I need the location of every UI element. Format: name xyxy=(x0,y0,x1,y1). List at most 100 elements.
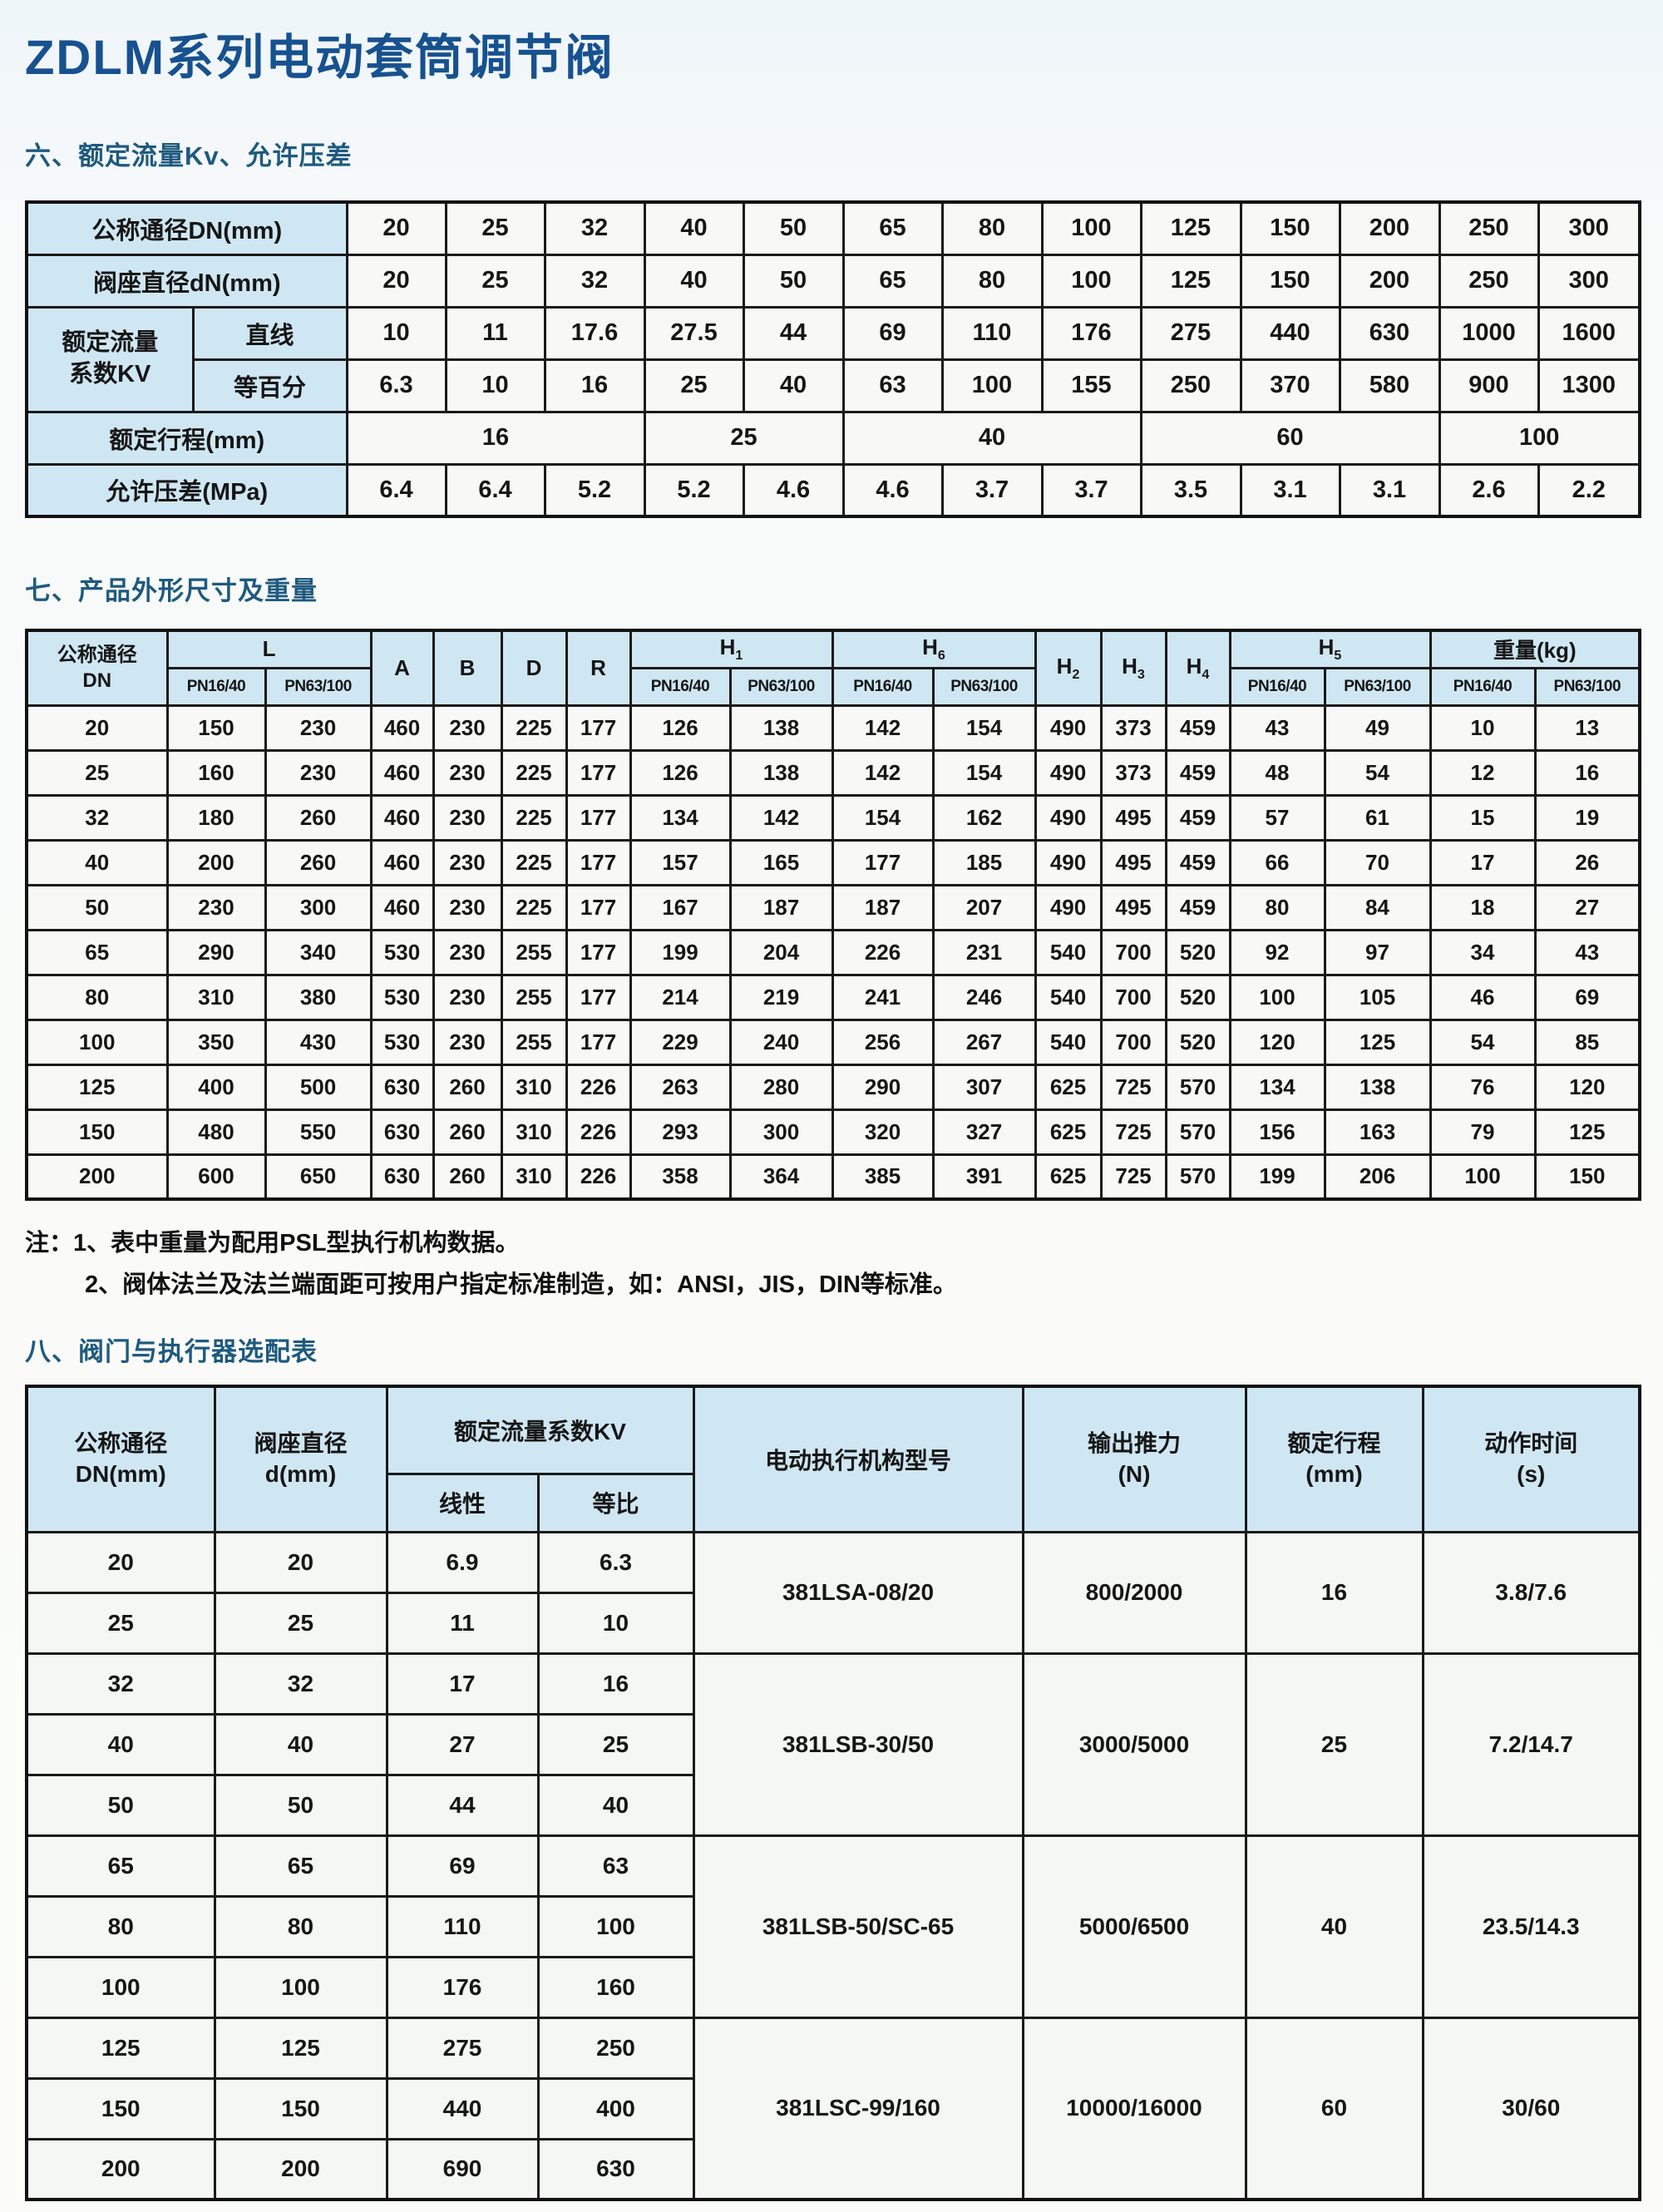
seat-cell: 200 xyxy=(1338,253,1441,309)
sel-cell: 16 xyxy=(536,1652,695,1716)
dim-cell: 49 xyxy=(1323,704,1432,752)
dn-cell: 50 xyxy=(25,883,169,931)
col-model: 电动执行机构型号 xyxy=(692,1385,1024,1533)
dim-cell: 630 xyxy=(369,1153,435,1201)
dim-cell: 177 xyxy=(831,838,935,886)
table-row: 25 160 230 460 230 225 177 126 138 142 154 490 373 45… xyxy=(25,748,1641,797)
kv-linear-cell: 17.6 xyxy=(543,305,646,361)
dim-cell: 10 xyxy=(1429,704,1537,752)
dimensions-table: 公称通径 DN L A B D R H1 H6 H2 H3 H4 H5 重量(kg) PN16/40 PN6… xyxy=(25,629,1642,1201)
dim-cell: 460 xyxy=(369,883,435,931)
dim-cell: 364 xyxy=(728,1153,834,1201)
col-L: L xyxy=(165,629,373,669)
dim-cell: 154 xyxy=(931,704,1037,752)
dim-cell: 255 xyxy=(500,973,568,1021)
kv-linear-cell: 110 xyxy=(940,305,1044,361)
thrust-cell: 3000/5000 xyxy=(1021,1652,1247,1837)
seat-cell: 40 xyxy=(643,253,745,309)
dim-cell: 157 xyxy=(629,838,732,886)
dim-cell: 167 xyxy=(629,883,732,931)
dim-cell: 230 xyxy=(432,883,503,931)
dim-cell: 625 xyxy=(1034,1108,1103,1156)
col-H4: H4 xyxy=(1164,629,1231,707)
dim-cell: 48 xyxy=(1228,748,1326,797)
col-seat: 阀座直径 d(mm) xyxy=(213,1385,388,1533)
sel-cell: 400 xyxy=(536,2076,695,2140)
sel-cell: 11 xyxy=(385,1591,540,1655)
dim-cell: 570 xyxy=(1164,1108,1231,1156)
dim-cell: 267 xyxy=(931,1018,1037,1066)
table-row: 等百分 6.3 10 16 25 40 63 100 155 250 370 580 900 1300 xyxy=(27,358,1641,413)
dim-cell: 300 xyxy=(264,883,373,931)
dim-cell: 177 xyxy=(565,838,632,886)
sel-cell: 40 xyxy=(536,1773,695,1837)
col-eq: 等比 xyxy=(536,1472,695,1533)
dim-cell: 105 xyxy=(1323,973,1432,1021)
dim-cell: 177 xyxy=(565,928,632,976)
note-2: 2、阀体法兰及法兰端面距可按用户指定标准制造，如：ANSI，JIS，DIN等标准… xyxy=(85,1271,957,1298)
dim-cell: 500 xyxy=(264,1063,373,1111)
sel-cell: 44 xyxy=(385,1773,540,1837)
dim-cell: 255 xyxy=(500,1018,568,1066)
time-cell: 23.5/14.3 xyxy=(1421,1834,1641,2019)
sel-cell: 32 xyxy=(213,1652,388,1716)
dim-cell: 126 xyxy=(629,704,732,752)
dp-cell: 5.2 xyxy=(643,462,745,518)
dim-cell: 225 xyxy=(500,838,568,886)
dn-cell: 125 xyxy=(25,1063,169,1111)
dim-cell: 138 xyxy=(728,704,834,752)
dim-cell: 165 xyxy=(728,838,834,886)
col-kv: 额定流量系数KV xyxy=(385,1385,695,1475)
dim-cell: 459 xyxy=(1164,704,1231,752)
kv-eqpct-cell: 370 xyxy=(1239,358,1341,413)
dim-cell: 327 xyxy=(931,1108,1037,1156)
dim-cell: 241 xyxy=(831,973,935,1021)
row-label-dp: 允许压差(MPa) xyxy=(25,462,348,518)
dim-cell: 177 xyxy=(565,793,632,842)
kv-linear-cell: 630 xyxy=(1338,305,1441,361)
seat-cell: 32 xyxy=(543,253,646,309)
dp-cell: 3.7 xyxy=(1040,462,1142,518)
col-dn: 公称通径 DN(mm) xyxy=(25,1385,216,1533)
dn-cell: 200 xyxy=(25,1153,169,1201)
seat-cell: 100 xyxy=(1040,253,1142,309)
seat-cell: 250 xyxy=(1438,253,1540,309)
dim-cell: 229 xyxy=(629,1018,732,1066)
dim-cell: 17 xyxy=(1429,838,1537,886)
dim-cell: 550 xyxy=(264,1108,373,1156)
dim-cell: 540 xyxy=(1034,1018,1103,1066)
dim-cell: 340 xyxy=(264,928,373,976)
row-label-linear: 直线 xyxy=(191,305,348,361)
kv-linear-cell: 11 xyxy=(444,305,546,361)
dim-cell: 400 xyxy=(165,1063,267,1111)
sel-cell: 25 xyxy=(536,1712,695,1776)
col-B: B xyxy=(432,629,503,707)
sel-cell: 630 xyxy=(536,2137,695,2201)
dim-cell: 391 xyxy=(931,1153,1037,1201)
dn-cell: 125 xyxy=(25,2016,216,2080)
seat-cell: 150 xyxy=(1239,253,1341,309)
dim-cell: 530 xyxy=(369,973,435,1021)
table-row: 公称通径 DN(mm) 阀座直径 d(mm) 额定流量系数KV 电动执行机构型号 输出推… xyxy=(25,1385,1641,1533)
table-row: 200 600 650 630 260 310 226 358 364 385 391 625 725 5… xyxy=(25,1153,1641,1201)
dim-cell: 160 xyxy=(165,748,267,797)
dim-cell: 226 xyxy=(831,928,935,976)
table-row: 40 40 27 25 xyxy=(25,1712,1640,1776)
seat-cell: 65 xyxy=(841,253,944,309)
dp-cell: 6.4 xyxy=(345,462,447,518)
dim-cell: 230 xyxy=(432,973,503,1021)
sel-cell: 10 xyxy=(536,1591,695,1655)
dn-cell: 25 xyxy=(25,1591,216,1655)
col-pn-high: PN63/100 xyxy=(1323,666,1432,707)
actuator-model-cell: 381LSC-99/160 xyxy=(692,2016,1024,2201)
dim-cell: 490 xyxy=(1034,748,1103,797)
dn-cell: 80 xyxy=(940,200,1044,256)
dim-cell: 460 xyxy=(369,838,435,886)
kv-linear-cell: 10 xyxy=(345,305,447,361)
actuator-model-cell: 381LSA-08/20 xyxy=(692,1530,1024,1655)
table-row: 50 230 300 460 230 225 177 167 187 187 207 490 495 45… xyxy=(25,883,1641,931)
dim-cell: 85 xyxy=(1533,1018,1641,1066)
kv-linear-cell: 44 xyxy=(742,305,845,361)
travel-cell: 60 xyxy=(1139,410,1441,466)
dim-cell: 125 xyxy=(1533,1108,1641,1156)
